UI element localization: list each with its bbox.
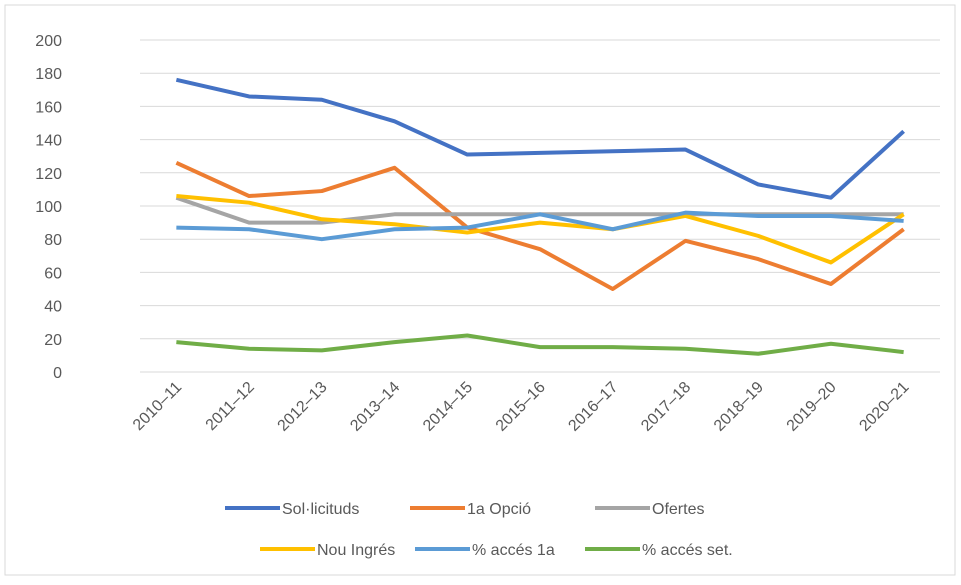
y-tick-label: 100 [35,199,62,216]
y-tick-label: 140 [35,133,62,150]
line-series [175,161,905,291]
y-tick-label: 40 [44,299,62,316]
y-tick-label: 20 [44,332,62,349]
y-tick-label: 160 [35,99,62,116]
legend-label: Ofertes [652,501,704,518]
y-tick-label: 120 [35,166,62,183]
legend-label: % accés 1a [472,542,555,559]
legend-label: Nou Ingrés [317,542,395,559]
y-tick-label: 180 [35,66,62,83]
line-series [175,77,905,200]
legend-label: % accés set. [642,542,733,559]
y-tick-label: 60 [44,265,62,282]
legend-label: 1a Opció [467,501,531,518]
line-series [176,194,905,265]
y-tick-label: 0 [53,365,62,382]
chart-frame [4,4,956,576]
y-tick-label: 200 [35,33,62,50]
line-series [176,210,904,242]
legend-label: Sol·licituds [282,501,359,518]
line-series [176,333,904,356]
y-tick-label: 80 [44,232,62,249]
